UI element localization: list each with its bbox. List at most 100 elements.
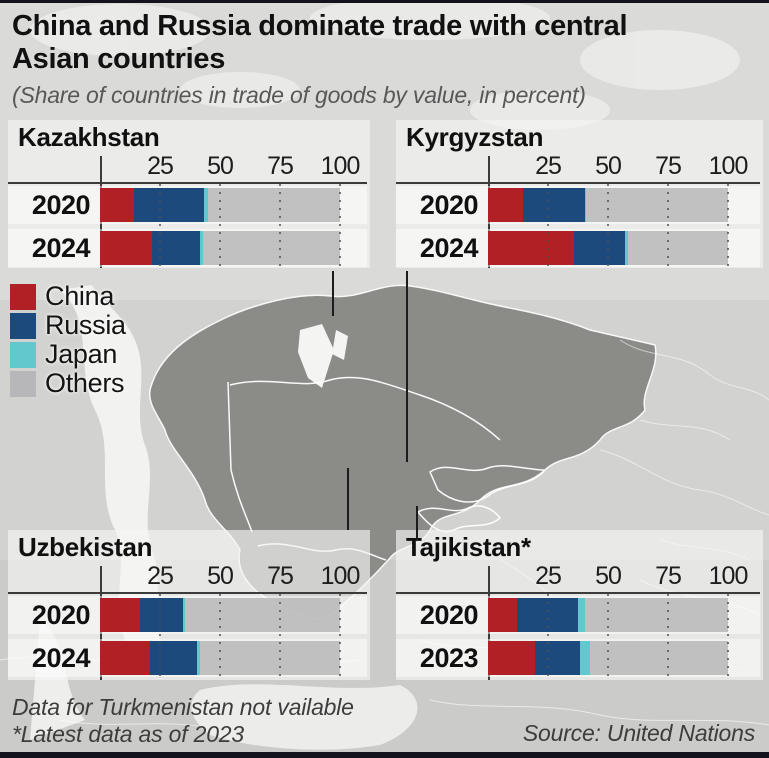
map-texture-blob bbox=[191, 684, 418, 750]
dotted-gridline bbox=[159, 184, 161, 266]
leader-line-tajikistan bbox=[416, 506, 418, 540]
axis-tick-label: 75 bbox=[655, 152, 682, 180]
axis-tick-label: 25 bbox=[147, 152, 174, 180]
dotted-gridline bbox=[547, 184, 549, 266]
legend: China Russia Japan Others bbox=[10, 281, 126, 398]
bar-segment-china bbox=[488, 231, 575, 265]
page-subtitle: (Share of countries in trade of goods by… bbox=[12, 82, 586, 108]
bar-segment-china bbox=[488, 598, 517, 632]
chart-panel-uzbekistan: Uzbekistan 25 50 75 100 2020 2024 bbox=[8, 530, 370, 680]
dotted-gridline bbox=[339, 594, 341, 678]
bar-segment-others bbox=[207, 188, 340, 222]
axis-tick-label: 25 bbox=[535, 562, 562, 590]
footnote-turkmenistan: Data for Turkmenistan not vailable bbox=[12, 694, 354, 720]
bar-segment-others bbox=[185, 598, 340, 632]
dotted-gridline bbox=[547, 594, 549, 678]
bar-segment-russia bbox=[150, 641, 198, 675]
axis-baseline bbox=[8, 592, 367, 594]
dotted-gridline bbox=[667, 184, 669, 266]
bar-segment-others bbox=[628, 231, 728, 265]
bar-segment-others bbox=[586, 188, 728, 222]
stacked-bar bbox=[488, 641, 728, 675]
russia-color-swatch bbox=[10, 312, 36, 339]
leader-line-kazakhstan bbox=[332, 271, 334, 316]
chart-title: Kyrgyzstan bbox=[406, 122, 544, 152]
bar-segment-japan bbox=[585, 188, 587, 222]
bar-segment-china bbox=[100, 231, 152, 265]
bar-segment-russia bbox=[534, 641, 581, 675]
axis-tick-label: 50 bbox=[595, 562, 622, 590]
bar-row-2020: 2020 bbox=[396, 186, 760, 224]
japan-color-swatch bbox=[10, 341, 36, 368]
axis-tick-label: 50 bbox=[595, 152, 622, 180]
bar-row-2020: 2020 bbox=[396, 596, 760, 634]
leader-line-uzbekistan bbox=[347, 468, 349, 530]
dotted-gridline bbox=[727, 184, 729, 266]
footer-notes: Data for Turkmenistan not vailable *Late… bbox=[12, 694, 354, 748]
axis-baseline bbox=[8, 182, 367, 184]
bar-row-2024: 2024 bbox=[396, 229, 760, 267]
axis-tick-label: 25 bbox=[535, 152, 562, 180]
bar-segment-others bbox=[589, 641, 728, 675]
china-color-swatch bbox=[10, 283, 36, 310]
axis-tick-label: 100 bbox=[708, 152, 749, 180]
axis-tick-label: 25 bbox=[147, 562, 174, 590]
bar-segment-russia bbox=[522, 188, 586, 222]
bar-segment-china bbox=[100, 188, 134, 222]
chart-title: Kazakhstan bbox=[18, 122, 160, 152]
stacked-bar bbox=[488, 231, 728, 265]
legend-label: Others bbox=[45, 368, 125, 398]
axis-tick-label: 100 bbox=[320, 152, 361, 180]
dotted-gridline bbox=[607, 184, 609, 266]
legend-item-others: Others bbox=[10, 368, 126, 398]
bar-row-2020: 2020 bbox=[8, 596, 367, 634]
bar-segment-japan bbox=[580, 641, 590, 675]
bar-segment-japan bbox=[624, 231, 629, 265]
year-label: 2024 bbox=[31, 643, 91, 673]
others-color-swatch bbox=[10, 370, 36, 397]
bar-segment-china bbox=[100, 598, 140, 632]
year-label: 2020 bbox=[419, 190, 479, 220]
chart-panel-tajikistan: Tajikistan* 25 50 75 100 2020 2023 bbox=[396, 530, 763, 680]
map-texture-top bbox=[30, 0, 740, 130]
year-label: 2023 bbox=[419, 643, 479, 673]
bar-segment-others bbox=[203, 231, 340, 265]
dotted-gridline bbox=[219, 594, 221, 678]
chart-panel-kazakhstan: Kazakhstan 25 50 75 100 2020 2024 bbox=[8, 120, 370, 268]
dotted-gridline bbox=[279, 184, 281, 266]
stacked-bar bbox=[100, 641, 340, 675]
year-label: 2020 bbox=[31, 190, 91, 220]
bar-segment-japan bbox=[182, 598, 186, 632]
axis-tick-label: 100 bbox=[320, 562, 361, 590]
bar-row-2023: 2023 bbox=[396, 639, 760, 677]
bar-segment-japan bbox=[199, 231, 204, 265]
bar-row-2024: 2024 bbox=[8, 639, 367, 677]
axis-tick-label: 50 bbox=[207, 562, 234, 590]
bar-segment-russia bbox=[133, 188, 205, 222]
bar-segment-russia bbox=[574, 231, 625, 265]
legend-label: Japan bbox=[45, 339, 118, 369]
bar-segment-japan bbox=[577, 598, 586, 632]
aral-sea bbox=[298, 324, 348, 388]
bar-segment-japan bbox=[204, 188, 208, 222]
chart-panel-kyrgyzstan: Kyrgyzstan 25 50 75 100 2020 2024 bbox=[396, 120, 763, 268]
stacked-bar bbox=[100, 231, 340, 265]
top-frame-strip bbox=[0, 0, 769, 3]
year-label: 2020 bbox=[31, 600, 91, 630]
bar-row-2020: 2020 bbox=[8, 186, 367, 224]
bar-segment-russia bbox=[139, 598, 183, 632]
source-credit: Source: United Nations bbox=[522, 720, 755, 746]
dotted-gridline bbox=[159, 594, 161, 678]
legend-label: Russia bbox=[45, 310, 126, 340]
axis-tick-label: 75 bbox=[267, 562, 294, 590]
bar-segment-china bbox=[488, 188, 523, 222]
year-label: 2020 bbox=[419, 600, 479, 630]
axis-tick-label: 75 bbox=[655, 562, 682, 590]
bar-segment-japan bbox=[197, 641, 200, 675]
dotted-gridline bbox=[279, 594, 281, 678]
bottom-frame-strip bbox=[0, 752, 769, 758]
axis-tick-label: 50 bbox=[207, 152, 234, 180]
axis-tick-label: 75 bbox=[267, 152, 294, 180]
axis-tick-label: 100 bbox=[708, 562, 749, 590]
